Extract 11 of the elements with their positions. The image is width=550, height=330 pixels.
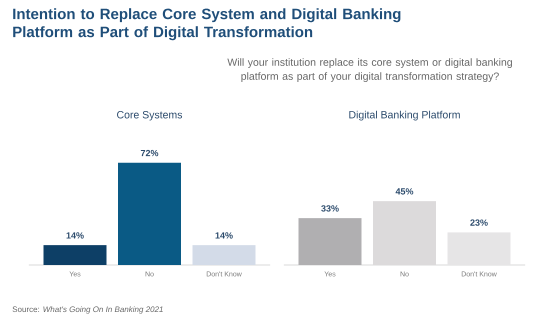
data-label: 23% — [470, 219, 488, 226]
data-label: 33% — [321, 205, 339, 212]
data-label: 14% — [216, 232, 233, 239]
chart-title: Core Systems — [117, 111, 182, 121]
data-label: 72% — [140, 150, 158, 156]
data-label: 45% — [396, 188, 414, 195]
source-note: Source: What's Going On In Banking 2021 — [12, 306, 163, 314]
chart-title: Digital Banking Platform — [349, 110, 460, 121]
text: Will your institution replace its core system or digital banking platform as part of your digital transformation strategy? — [227, 58, 512, 82]
text: Intention to Replace Core System and Digital Banking Platform as Part of Digital Transformation — [13, 8, 400, 40]
data-label: 14% — [66, 232, 84, 239]
